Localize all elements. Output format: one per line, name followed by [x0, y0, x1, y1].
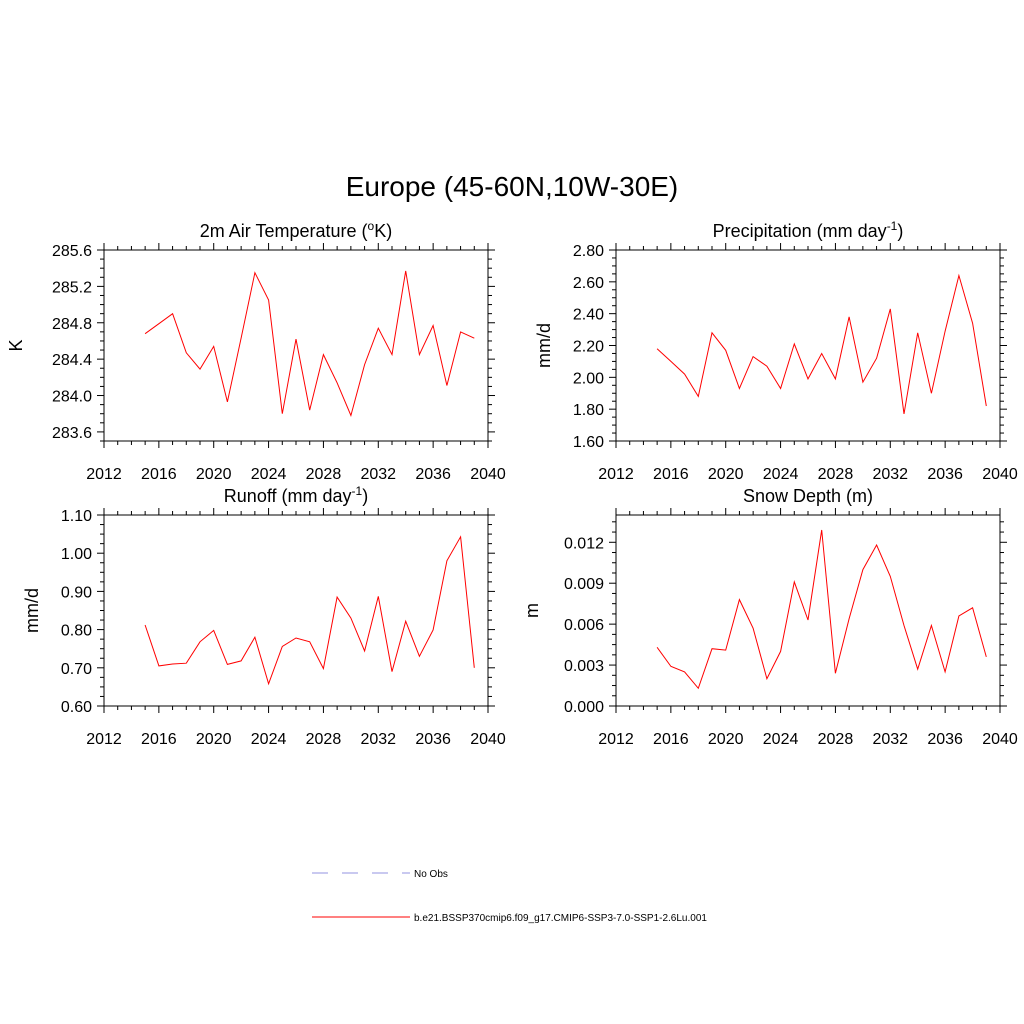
x-tick-label: 2040	[982, 731, 1018, 748]
x-tick-label: 2040	[470, 731, 506, 748]
panel-title-main: Runoff (mm day	[224, 486, 352, 506]
x-tick-label: 2012	[598, 466, 634, 483]
y-tick-label: 0.003	[564, 658, 604, 675]
x-tick-label: 2012	[598, 731, 634, 748]
plot-frame	[615, 514, 1001, 707]
y-tick-label: 0.60	[61, 699, 92, 716]
x-tick-label: 2024	[763, 731, 799, 748]
panel-title-end: )	[897, 221, 903, 241]
plot-frame	[103, 514, 489, 707]
x-tick-label: 2024	[251, 466, 287, 483]
x-tick-label: 2016	[141, 731, 177, 748]
y-tick-label: 284.8	[52, 316, 92, 333]
panel-title-main: Snow Depth (m)	[743, 486, 873, 506]
x-tick-label: 2016	[653, 731, 689, 748]
y-tick-label: 1.10	[61, 508, 92, 525]
panel-title-sup: -1	[352, 484, 363, 498]
panel-2: Precipitation (mm day-1) mm/d 2012 2016 2020…	[534, 219, 1018, 483]
series-line	[144, 535, 475, 686]
y-axis-label: K	[6, 339, 26, 351]
x-tick-label: 2020	[708, 731, 744, 748]
y-axis-label: mm/d	[534, 323, 554, 368]
x-tick-label: 2032	[872, 731, 908, 748]
panel-title-main: Precipitation (mm day	[713, 221, 887, 241]
y-tick-label: 0.70	[61, 661, 92, 678]
x-tick-label: 2032	[360, 731, 396, 748]
x-tick-label: 2020	[196, 466, 232, 483]
y-tick-label: 1.80	[573, 402, 604, 419]
x-tick-label: 2036	[415, 466, 451, 483]
y-tick-label: 0.012	[564, 535, 604, 552]
x-tick-label: 2028	[818, 731, 854, 748]
y-tick-label: 283.6	[52, 425, 92, 442]
panel-4: Snow Depth (m) m 2012 2016 2020 2024 2028 2032 2…	[522, 486, 1018, 748]
x-tick-label: 2032	[872, 466, 908, 483]
x-tick-label: 2036	[927, 731, 963, 748]
x-tick-label: 2040	[470, 466, 506, 483]
y-tick-label: 0.000	[564, 699, 604, 716]
panel-1: 2m Air Temperature (oK) K 2012 2016 2020 2024…	[6, 219, 506, 483]
y-tick-label: 2.00	[573, 370, 604, 387]
legend: No Obs b.e21.BSSP370cmip6.f09_g17.CMIP6-…	[312, 869, 707, 924]
x-tick-label: 2012	[86, 466, 122, 483]
y-tick-label: 1.60	[573, 434, 604, 451]
panel-title: Snow Depth (m)	[743, 486, 873, 506]
plot-frame	[103, 249, 489, 442]
x-tick-label: 2016	[141, 466, 177, 483]
x-tick-label: 2036	[415, 731, 451, 748]
y-tick-label: 0.006	[564, 617, 604, 634]
x-tick-label: 2040	[982, 466, 1018, 483]
figure-title: Europe (45-60N,10W-30E)	[346, 171, 679, 202]
x-tick-label: 2032	[360, 466, 396, 483]
y-axis-label: mm/d	[22, 588, 42, 633]
series-line	[656, 273, 987, 414]
y-tick-label: 284.0	[52, 389, 92, 406]
y-tick-label: 2.60	[573, 275, 604, 292]
y-tick-label: 284.4	[52, 352, 92, 369]
plot-frame	[615, 249, 1001, 442]
x-tick-label: 2028	[306, 466, 342, 483]
y-tick-label: 285.6	[52, 243, 92, 260]
legend-label-no-obs: No Obs	[414, 869, 448, 880]
panel-title-end: )	[362, 486, 368, 506]
panel-title: Precipitation (mm day-1)	[713, 219, 904, 241]
x-tick-label: 2036	[927, 466, 963, 483]
x-tick-label: 2028	[818, 466, 854, 483]
panels: 2m Air Temperature (oK) K 2012 2016 2020 2024…	[6, 219, 1018, 748]
x-tick-label: 2012	[86, 731, 122, 748]
y-tick-label: 2.40	[573, 307, 604, 324]
x-tick-label: 2028	[306, 731, 342, 748]
x-tick-label: 2020	[708, 466, 744, 483]
panel-title-sup: -1	[887, 219, 898, 233]
panel-title-end: K)	[374, 221, 392, 241]
panel-title-sup: o	[368, 219, 375, 233]
y-tick-label: 2.80	[573, 243, 604, 260]
legend-label-model: b.e21.BSSP370cmip6.f09_g17.CMIP6-SSP3-7.…	[414, 913, 707, 924]
x-tick-label: 2016	[653, 466, 689, 483]
panel-title: 2m Air Temperature (oK)	[200, 219, 392, 241]
y-tick-label: 1.00	[61, 546, 92, 563]
panel-title: Runoff (mm day-1)	[224, 484, 368, 506]
x-tick-label: 2024	[251, 731, 287, 748]
panel-3: Runoff (mm day-1) mm/d 2012 2016 2020 2024 202…	[22, 484, 506, 748]
x-tick-label: 2024	[763, 466, 799, 483]
y-tick-label: 0.90	[61, 584, 92, 601]
series-line	[656, 529, 987, 690]
y-axis-label: m	[522, 603, 542, 618]
panel-title-main: 2m Air Temperature (	[200, 221, 368, 241]
y-tick-label: 285.2	[52, 279, 92, 296]
y-tick-label: 2.20	[573, 339, 604, 356]
x-tick-label: 2020	[196, 731, 232, 748]
y-tick-label: 0.80	[61, 623, 92, 640]
y-tick-label: 0.009	[564, 576, 604, 593]
series-line	[144, 270, 475, 418]
